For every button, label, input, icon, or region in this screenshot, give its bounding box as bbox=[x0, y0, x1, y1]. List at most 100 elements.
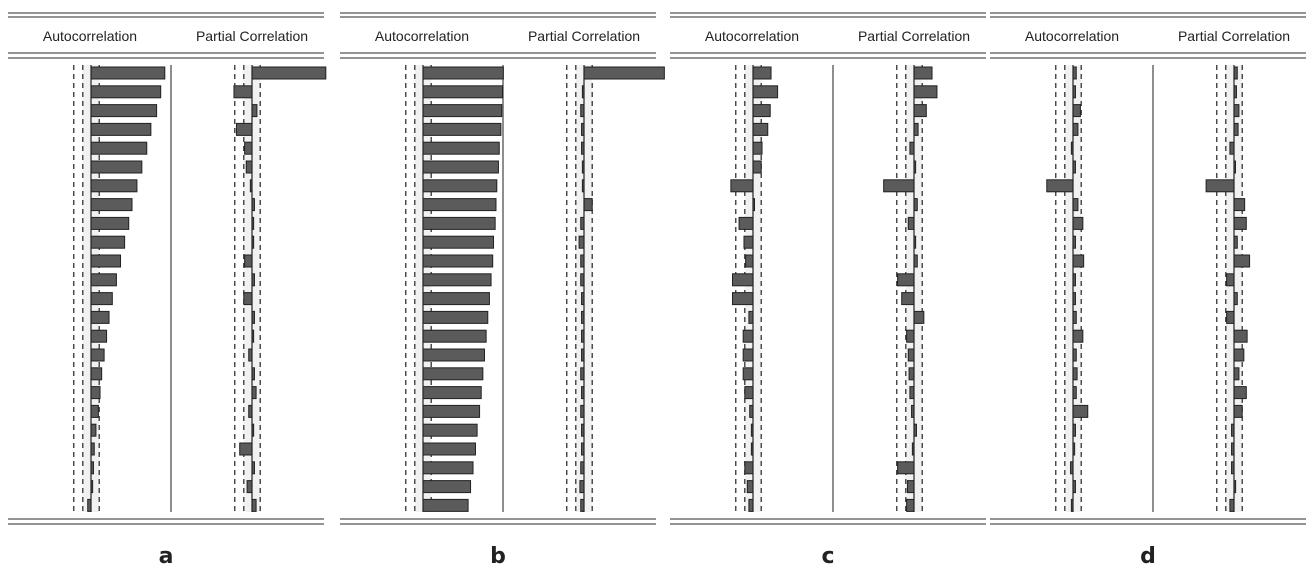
pacf-bar bbox=[578, 235, 585, 249]
pacf-bar bbox=[251, 104, 258, 118]
acf-bar bbox=[748, 310, 754, 324]
acf-bar bbox=[90, 216, 130, 230]
acf-bar bbox=[743, 235, 754, 249]
acf-bar bbox=[90, 235, 126, 249]
pacf-bar bbox=[913, 104, 927, 118]
acf-bar bbox=[732, 273, 754, 287]
acf-bar bbox=[422, 498, 469, 512]
acf-bar bbox=[732, 292, 754, 306]
pacf-bar bbox=[245, 160, 253, 174]
acf-bar bbox=[752, 66, 772, 80]
acf-bar bbox=[90, 386, 101, 400]
acf-bar bbox=[422, 85, 504, 99]
panel-b: Autocorrelation Partial Correlation b bbox=[340, 12, 665, 569]
header-partial-correlation: Partial Correlation bbox=[196, 28, 308, 44]
acf-bar bbox=[90, 254, 122, 268]
acf-bar bbox=[422, 310, 489, 324]
panel-d: Autocorrelation Partial Correlation d bbox=[990, 12, 1306, 569]
pacf-bar bbox=[246, 480, 253, 494]
pacf-bar bbox=[1205, 179, 1235, 193]
acf-bar bbox=[90, 423, 97, 437]
header-autocorrelation: Autocorrelation bbox=[375, 28, 469, 44]
pacf-bar bbox=[1226, 310, 1235, 324]
acf-bar bbox=[744, 461, 754, 475]
pacf-bar bbox=[1233, 404, 1243, 418]
acf-bar bbox=[422, 216, 496, 230]
acf-bar bbox=[90, 85, 162, 99]
acf-bar bbox=[738, 216, 754, 230]
pacf-bar bbox=[897, 273, 915, 287]
pacf-bar bbox=[913, 66, 933, 80]
acf-bar bbox=[742, 329, 754, 343]
header-autocorrelation: Autocorrelation bbox=[705, 28, 799, 44]
panel-a: Autocorrelation Partial Correlation a bbox=[8, 12, 327, 569]
acf-bar bbox=[752, 122, 769, 136]
pacf-bar bbox=[1233, 198, 1246, 212]
pacf-bar bbox=[233, 85, 253, 99]
pacf-bar bbox=[244, 141, 253, 155]
pacf-bar bbox=[243, 292, 253, 306]
acf-bar bbox=[90, 179, 138, 193]
acf-bar bbox=[1046, 179, 1074, 193]
acf-bar bbox=[752, 85, 779, 99]
acf-bar bbox=[90, 160, 143, 174]
pacf-bar bbox=[913, 310, 925, 324]
pacf-bar bbox=[1233, 254, 1251, 268]
pacf-bar bbox=[1229, 498, 1235, 512]
acf-bar bbox=[422, 423, 478, 437]
acf-bar bbox=[730, 179, 754, 193]
acf-bar bbox=[746, 480, 754, 494]
acf-bar bbox=[422, 141, 500, 155]
acf-bar bbox=[742, 348, 754, 362]
acf-bar bbox=[1072, 216, 1084, 230]
pacf-bar bbox=[1233, 104, 1240, 118]
acf-bar bbox=[90, 122, 152, 136]
pacf-bar bbox=[251, 386, 257, 400]
acf-bar bbox=[90, 367, 103, 381]
acf-bar bbox=[422, 104, 503, 118]
acf-bar bbox=[422, 329, 487, 343]
acf-bar bbox=[422, 367, 484, 381]
acf-bar bbox=[422, 461, 474, 475]
acf-bar bbox=[90, 141, 148, 155]
acf-bar bbox=[90, 104, 158, 118]
acf-bar bbox=[90, 198, 133, 212]
acf-bar bbox=[90, 348, 105, 362]
pacf-bar bbox=[1233, 216, 1247, 230]
acf-bar bbox=[422, 160, 499, 174]
acf-bar bbox=[422, 179, 498, 193]
acf-bar bbox=[742, 367, 754, 381]
acf-bar bbox=[90, 329, 108, 343]
panel-label: a bbox=[159, 544, 174, 569]
acf-bar bbox=[422, 442, 476, 456]
acf-bar bbox=[1072, 104, 1081, 118]
acf-bar bbox=[1072, 122, 1079, 136]
acf-bar bbox=[422, 386, 482, 400]
acf-bar bbox=[752, 104, 771, 118]
acf-bar bbox=[422, 66, 504, 80]
acf-bar bbox=[744, 386, 754, 400]
pacf-bar bbox=[906, 480, 915, 494]
pacf-bar bbox=[908, 367, 915, 381]
acf-bar bbox=[422, 292, 490, 306]
pacf-bar bbox=[1233, 329, 1248, 343]
panel-label: b bbox=[490, 544, 506, 569]
pacf-bar bbox=[1226, 273, 1235, 287]
acf-bar bbox=[752, 141, 763, 155]
acf-bar bbox=[1072, 254, 1085, 268]
acf-bar bbox=[752, 160, 762, 174]
pacf-bar bbox=[251, 498, 257, 512]
acf-bar bbox=[1072, 404, 1089, 418]
header-partial-correlation: Partial Correlation bbox=[528, 28, 640, 44]
acf-bar bbox=[1072, 198, 1079, 212]
pacf-bar bbox=[913, 85, 938, 99]
pacf-bar bbox=[579, 480, 585, 494]
header-partial-correlation: Partial Correlation bbox=[858, 28, 970, 44]
panel-label: c bbox=[821, 544, 834, 569]
pacf-bar bbox=[239, 442, 253, 456]
acf-bar bbox=[1072, 329, 1084, 343]
pacf-bar bbox=[909, 141, 915, 155]
acf-bar bbox=[422, 122, 502, 136]
panel-label: d bbox=[1140, 544, 1156, 569]
